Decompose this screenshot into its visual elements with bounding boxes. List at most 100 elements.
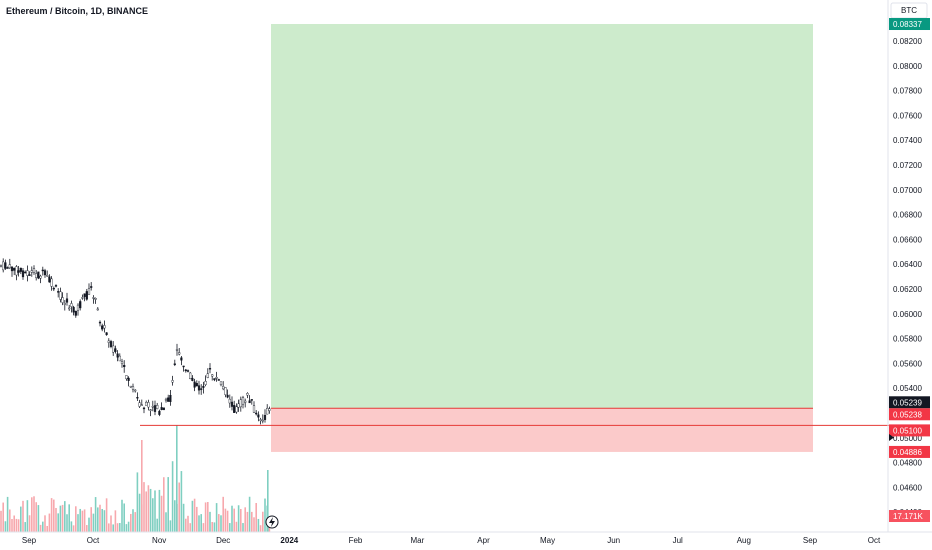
candle-body (266, 407, 269, 415)
candle-body (70, 303, 73, 307)
candle-body (189, 372, 192, 380)
volume-bar (2, 502, 4, 532)
candle-body (173, 363, 176, 365)
volume-bar (123, 503, 125, 532)
candle-body (92, 297, 95, 299)
candle-body (63, 303, 66, 305)
volume-bar (132, 509, 134, 532)
volume-bar (180, 471, 183, 532)
price-badges: 0.08337 0.05239 0.05238 0.05100 0.04886 17.17… (889, 18, 930, 522)
candle-body (2, 261, 5, 271)
candle-body (213, 378, 216, 381)
candle-body (90, 286, 93, 288)
candle-body (10, 266, 14, 272)
volume-bar (237, 505, 240, 532)
position-tool[interactable] (271, 24, 813, 452)
candle-body (21, 270, 25, 278)
candle-body (182, 365, 185, 368)
candle-body (239, 399, 242, 408)
time-axis[interactable]: Sep Oct Nov Dec 2024 Feb Mar Apr May Jun Jul Aug Sep… (22, 536, 881, 545)
volume-bar (158, 489, 161, 532)
lightning-icon[interactable] (265, 515, 279, 529)
price-tick-label: 0.05600 (893, 359, 922, 368)
volume-bar (28, 515, 31, 532)
candle-body (15, 266, 18, 276)
volume-bar (200, 514, 202, 532)
time-tick-label: Apr (477, 536, 490, 545)
time-tick-label: 2024 (280, 536, 298, 545)
volume-bar (31, 497, 33, 532)
volume-bar (259, 525, 262, 532)
candle-body (123, 364, 126, 368)
volume-bar (116, 523, 119, 532)
candle-body (98, 321, 102, 324)
volume-bar (147, 485, 150, 532)
candle-body (83, 293, 86, 297)
candle-body (217, 379, 220, 381)
volume-bar (86, 525, 88, 532)
volume-bar (127, 521, 130, 532)
candle-body (120, 361, 124, 364)
candle-body (85, 291, 88, 300)
volume-bar (68, 504, 70, 532)
price-tick-label: 0.07200 (893, 161, 922, 170)
volume-bar (171, 461, 174, 532)
candle-body (87, 288, 91, 295)
profit-zone (271, 24, 813, 409)
candle-body (96, 308, 99, 311)
symbol-title[interactable]: Ethereum / Bitcoin, 1D, BINANCE (6, 6, 148, 16)
volume-bar (196, 506, 198, 532)
volume-bar (218, 514, 220, 532)
volume-bar (26, 500, 29, 532)
candle-body (0, 265, 3, 267)
price-tick-label: 0.08000 (893, 62, 922, 71)
volume-bar (24, 522, 26, 532)
candle-body (180, 357, 183, 361)
candle-body (175, 349, 179, 351)
time-tick-label: Oct (868, 536, 881, 545)
volume-bar (229, 523, 231, 532)
volume-bar (262, 511, 264, 532)
volume-bar (108, 523, 110, 532)
volume-bar (119, 523, 121, 532)
volume-bar (0, 510, 2, 532)
candle-body (171, 380, 174, 383)
price-tick-label: 0.05400 (893, 384, 922, 393)
price-axis[interactable] (889, 0, 932, 532)
volume-bar (70, 521, 73, 532)
price-tick-label: 0.06400 (893, 260, 922, 269)
candle-body (233, 405, 236, 413)
support-price-badge: 0.05100 (893, 426, 922, 435)
candle-body (250, 399, 253, 401)
volume-bar (101, 508, 103, 532)
volume-bar (9, 509, 11, 532)
volume-bar (198, 515, 200, 532)
volume-bar (97, 507, 99, 532)
candle-body (43, 270, 47, 276)
candle-body (215, 377, 218, 379)
candle-body (147, 402, 150, 408)
volume-bar (154, 490, 156, 532)
candle-body (246, 393, 249, 396)
volume-bar (156, 518, 158, 532)
time-tick-label: Aug (737, 536, 751, 545)
volume-bar (50, 498, 53, 532)
candle-body (224, 387, 227, 395)
volume-bar (222, 496, 224, 532)
volume-bar (226, 510, 229, 532)
currency-button[interactable] (890, 2, 928, 19)
volume-bar (209, 511, 211, 532)
volume-bar (240, 509, 242, 532)
candle-body (255, 412, 258, 415)
candle-body (156, 405, 159, 409)
volume-bar (165, 512, 167, 532)
candle-body (222, 386, 225, 390)
candle-body (107, 340, 110, 343)
volume-bar (75, 506, 77, 532)
candle-body (167, 397, 170, 402)
candle-body (158, 410, 161, 415)
candle-body (57, 291, 60, 293)
candle-body (17, 270, 20, 273)
